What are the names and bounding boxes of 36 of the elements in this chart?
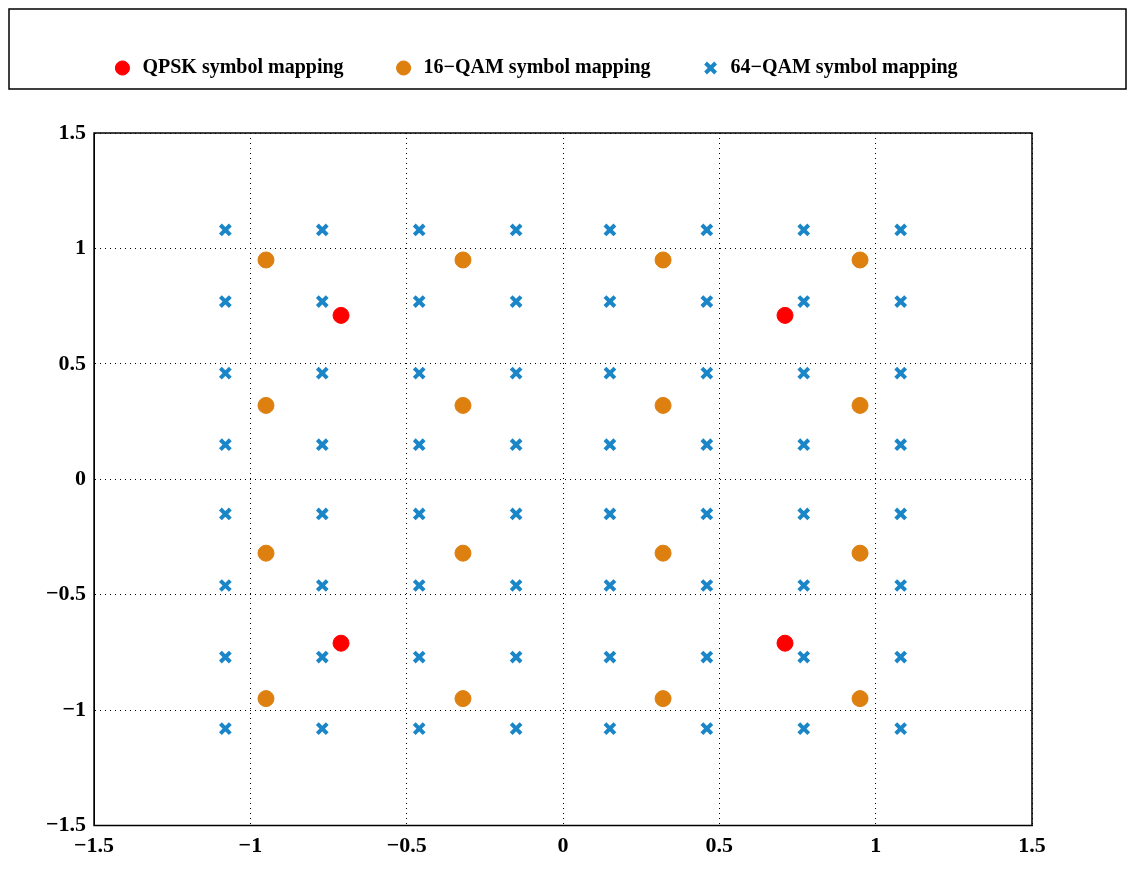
y-tick-label: 0 bbox=[75, 464, 87, 490]
legend-label: 64−QAM symbol mapping bbox=[730, 55, 958, 79]
point bbox=[257, 396, 275, 414]
point bbox=[851, 251, 869, 269]
point bbox=[654, 544, 672, 562]
legend-label: QPSK symbol mapping bbox=[142, 55, 344, 79]
y-tick-label: 0.5 bbox=[58, 349, 87, 375]
point bbox=[332, 634, 350, 652]
x-tick-label: −1 bbox=[238, 832, 263, 858]
y-tick-label: −0.5 bbox=[45, 580, 87, 606]
y-tick-label: −1 bbox=[62, 695, 87, 721]
y-tick-label: −1.5 bbox=[45, 811, 87, 837]
point bbox=[851, 396, 869, 414]
point bbox=[454, 251, 472, 269]
point bbox=[332, 306, 350, 324]
point bbox=[776, 306, 794, 324]
point bbox=[776, 634, 794, 652]
x-tick-label: 0 bbox=[557, 832, 569, 858]
x-tick-label: −0.5 bbox=[386, 832, 427, 858]
point bbox=[257, 544, 275, 562]
y-tick-label: 1 bbox=[75, 234, 87, 260]
point bbox=[454, 396, 472, 414]
x-tick-label: 1 bbox=[870, 832, 882, 858]
point bbox=[257, 251, 275, 269]
x-tick-label: 1.5 bbox=[1018, 832, 1046, 858]
point bbox=[454, 690, 472, 708]
point bbox=[851, 544, 869, 562]
point bbox=[257, 690, 275, 708]
point bbox=[454, 544, 472, 562]
x-tick-label: 0.5 bbox=[705, 832, 734, 858]
point bbox=[654, 251, 672, 269]
point bbox=[654, 690, 672, 708]
legend-label: 16−QAM symbol mapping bbox=[423, 55, 651, 79]
point bbox=[851, 690, 869, 708]
y-tick-label: 1.5 bbox=[58, 118, 87, 144]
point bbox=[654, 396, 672, 414]
